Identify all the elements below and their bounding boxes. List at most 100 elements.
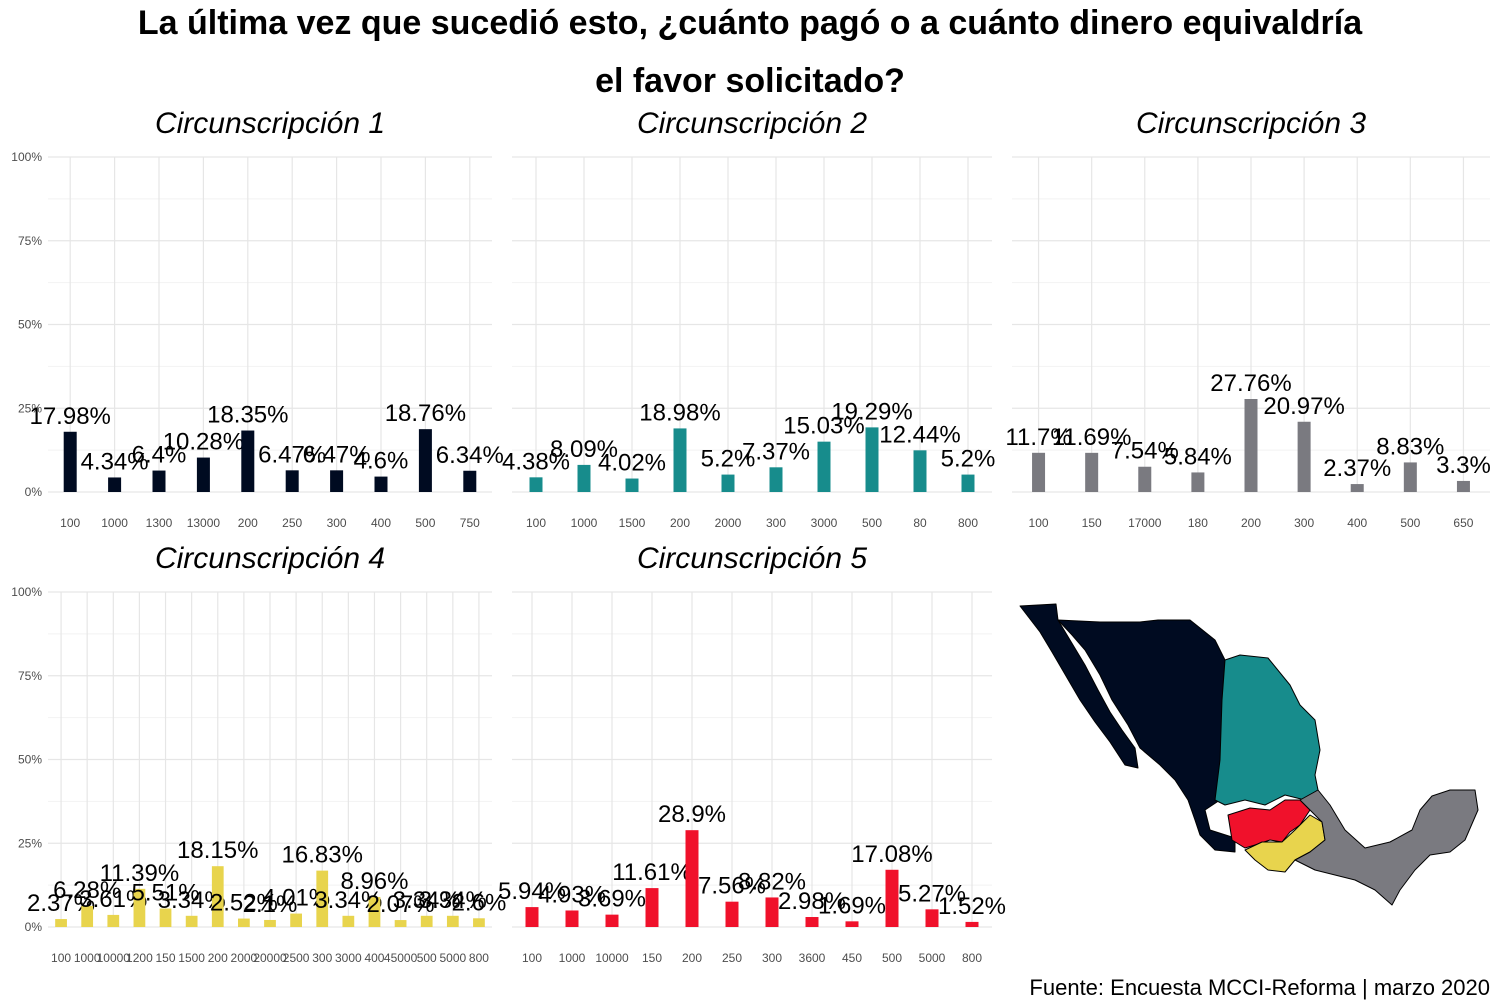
data-label: 2.07% <box>367 891 435 918</box>
x-tick-label: 180 <box>1188 516 1208 530</box>
x-tick-label: 250 <box>282 516 302 530</box>
bar <box>625 478 639 492</box>
data-label: 2.1% <box>243 891 298 918</box>
bar <box>418 429 432 492</box>
y-tick-label: 50% <box>18 318 42 332</box>
bar <box>290 913 302 927</box>
x-tick-label: 300 <box>312 951 332 965</box>
bar <box>196 457 210 492</box>
data-label: 10.28% <box>163 429 244 456</box>
panel-4: 0%25%50%75%100%Circunscripción 42.37%100… <box>11 542 506 965</box>
x-tick-label: 1500 <box>619 516 646 530</box>
panel-title: Circunscripción 5 <box>637 542 867 575</box>
x-tick-label: 650 <box>1453 516 1473 530</box>
bar <box>1138 466 1152 492</box>
bar <box>965 921 979 927</box>
x-tick-label: 500 <box>415 516 435 530</box>
bar <box>645 888 659 927</box>
x-tick-label: 500 <box>1400 516 1420 530</box>
data-label: 5.2% <box>941 446 996 473</box>
x-tick-label: 400 <box>364 951 384 965</box>
data-label: 11.39% <box>100 860 180 887</box>
bar <box>238 918 250 927</box>
x-tick-label: 300 <box>762 951 782 965</box>
data-label: 18.15% <box>177 837 258 864</box>
map-region-2 <box>1214 654 1321 806</box>
x-tick-label: 150 <box>156 951 176 965</box>
bar <box>211 866 224 927</box>
data-label: 4.93% <box>538 881 606 908</box>
x-tick-label: 200 <box>670 516 690 530</box>
data-label: 8.09% <box>550 436 618 463</box>
bar <box>817 441 831 492</box>
x-tick-label: 400 <box>371 516 391 530</box>
x-tick-label: 500 <box>417 951 437 965</box>
data-label: 6.47% <box>258 441 326 468</box>
data-label: 18.98% <box>639 399 720 426</box>
bar <box>152 470 166 492</box>
bar <box>81 905 94 927</box>
data-label: 2.98% <box>778 888 846 915</box>
bar <box>394 920 407 927</box>
x-tick-label: 2000 <box>715 516 742 530</box>
x-tick-label: 200 <box>238 516 258 530</box>
bar <box>342 915 355 927</box>
bar <box>1403 462 1417 492</box>
bar <box>330 470 344 492</box>
map-region-1 <box>1019 603 1139 769</box>
chart-title-line1: La última vez que sucedió esto, ¿cuánto … <box>138 4 1363 42</box>
x-tick-label: 3000 <box>811 516 838 530</box>
y-tick-label: 0% <box>25 485 43 499</box>
bar <box>1244 399 1258 492</box>
data-label: 6.28% <box>53 877 121 904</box>
bar <box>525 907 539 927</box>
bar <box>159 908 172 927</box>
x-tick-label: 300 <box>1294 516 1314 530</box>
data-label: 2.52% <box>210 890 278 917</box>
x-tick-label: 100 <box>60 516 80 530</box>
bar <box>473 918 485 927</box>
x-tick-label: 100 <box>526 516 546 530</box>
data-label: 5.94% <box>498 878 566 905</box>
data-label: 27.76% <box>1210 370 1291 397</box>
x-tick-label: 80 <box>913 516 927 530</box>
data-label: 2.37% <box>1323 455 1391 482</box>
x-tick-label: 800 <box>469 951 489 965</box>
data-label: 5.84% <box>1164 443 1232 470</box>
x-tick-label: 13000 <box>187 516 221 530</box>
x-tick-label: 500 <box>862 516 882 530</box>
bar <box>420 915 433 927</box>
data-label: 17.08% <box>851 841 932 868</box>
data-label: 7.37% <box>742 438 810 465</box>
x-tick-label: 2000 <box>231 951 258 965</box>
x-tick-label: 3000 <box>335 951 362 965</box>
x-tick-label: 100 <box>522 951 542 965</box>
x-tick-label: 3600 <box>799 951 826 965</box>
bar <box>565 910 579 927</box>
bar <box>925 909 939 927</box>
bar <box>577 464 591 492</box>
panels: 0% 25% 50% 75% 100% Circunscripción 1 17.98% 10… <box>11 107 1490 965</box>
x-tick-label: 100 <box>51 951 71 965</box>
bar <box>1085 452 1099 492</box>
bar <box>865 427 879 492</box>
bar <box>885 869 899 927</box>
bar <box>55 919 67 927</box>
bar <box>108 477 122 492</box>
map-region-1 <box>1057 619 1236 853</box>
bar <box>107 914 120 927</box>
data-label: 7.54% <box>1111 438 1179 465</box>
x-tick-label: 450 <box>842 951 862 965</box>
x-tick-label: 200 <box>208 951 228 965</box>
data-label: 15.03% <box>783 413 864 440</box>
panel-title: Circunscripción 3 <box>1136 107 1366 140</box>
x-tick-label: 20000 <box>253 951 287 965</box>
mexico-map <box>1019 603 1479 906</box>
bar <box>805 917 819 927</box>
x-tick-label: 45000 <box>384 951 418 965</box>
data-label: 8.82% <box>738 868 806 895</box>
data-label: 4.34% <box>81 448 149 475</box>
x-tick-label: 5000 <box>919 951 946 965</box>
map-region-3 <box>1294 789 1479 906</box>
bar <box>1297 421 1311 492</box>
